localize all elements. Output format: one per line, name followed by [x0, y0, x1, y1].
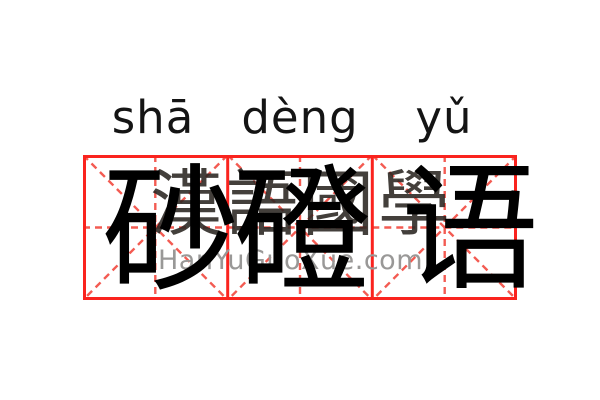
pinyin-syllable-2: dèng	[241, 91, 359, 144]
watermark-cjk-text: 漢語國學	[150, 162, 455, 246]
hanzi-character-2: 磴	[232, 151, 372, 312]
grid-cell-guides-2	[226, 155, 374, 300]
pinyin-syllable-1: shā	[111, 91, 195, 144]
hanzi-character-3: 语	[400, 149, 540, 310]
hanzi-character-1: 砂	[101, 151, 241, 312]
pinyin-syllable-3: yǔ	[415, 91, 473, 144]
watermark-site-url: HanYuGuoXue.com	[158, 245, 423, 276]
grid-outer-border	[83, 155, 517, 300]
character-practice-grid	[83, 155, 517, 300]
grid-cell-guides-3	[371, 155, 517, 300]
grid-cell-guides-1	[83, 155, 229, 300]
